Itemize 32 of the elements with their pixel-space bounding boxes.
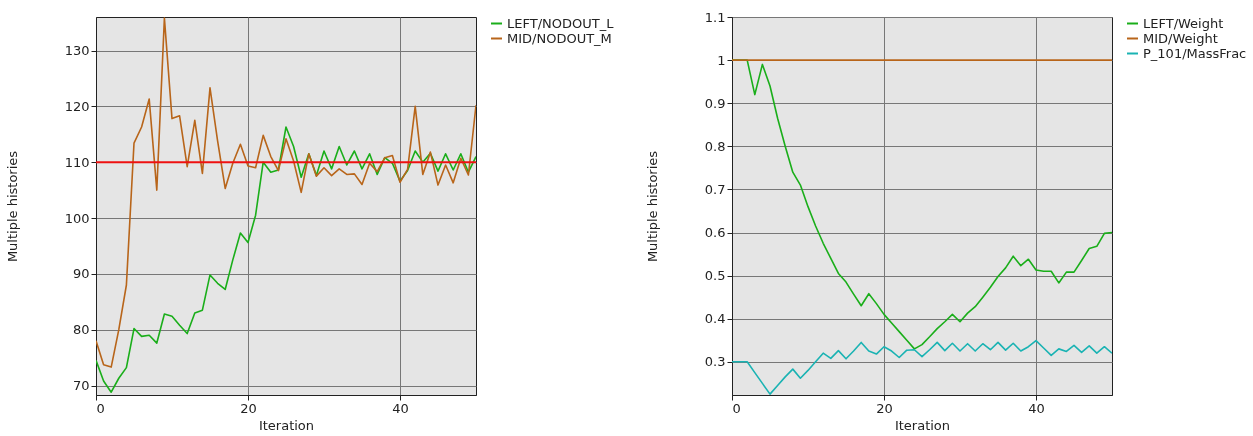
x-axis-title: Iteration	[258, 417, 315, 433]
y-tick-label: 1.1	[704, 9, 726, 25]
legend-label: P_101/MassFrac	[1143, 45, 1247, 61]
y-tick-label: 80	[72, 322, 90, 338]
x-tick-label: 0	[96, 400, 105, 416]
y-tick-label: 120	[64, 98, 90, 114]
y-tick-label: 110	[64, 154, 90, 170]
y-tick-label: 70	[72, 378, 90, 394]
y-tick-label: 0.4	[704, 311, 726, 327]
x-tick-label: 40	[392, 400, 409, 416]
legend-label: MID/Weight	[1143, 30, 1218, 46]
y-tick-label: 0.3	[704, 354, 726, 370]
x-tick-label: 20	[240, 400, 257, 416]
y-tick-label: 90	[72, 266, 90, 282]
y-tick-label: 0.8	[704, 138, 726, 154]
y-tick-label: 0.5	[704, 268, 726, 284]
y-tick-label: 1	[717, 52, 726, 68]
legend-label: LEFT/NODOUT_L	[507, 15, 615, 31]
legend-label: LEFT/Weight	[1143, 15, 1224, 31]
x-tick-label: 20	[876, 400, 893, 416]
y-tick-label: 100	[64, 210, 90, 226]
y-axis-title: Multiple histories	[644, 150, 660, 263]
y-tick-label: 130	[64, 43, 90, 58]
y-tick-label: 0.7	[704, 181, 726, 197]
line-series	[96, 17, 476, 368]
y-tick-label: 0.9	[704, 95, 726, 111]
y-tick-label: 0.6	[704, 225, 726, 241]
x-tick-label: 40	[1028, 400, 1045, 416]
y-axis-title: Multiple histories	[4, 150, 20, 263]
legend-label: MID/NODOUT_M	[507, 30, 612, 46]
x-axis-title: Iteration	[894, 417, 951, 433]
x-tick-label: 0	[732, 400, 741, 416]
